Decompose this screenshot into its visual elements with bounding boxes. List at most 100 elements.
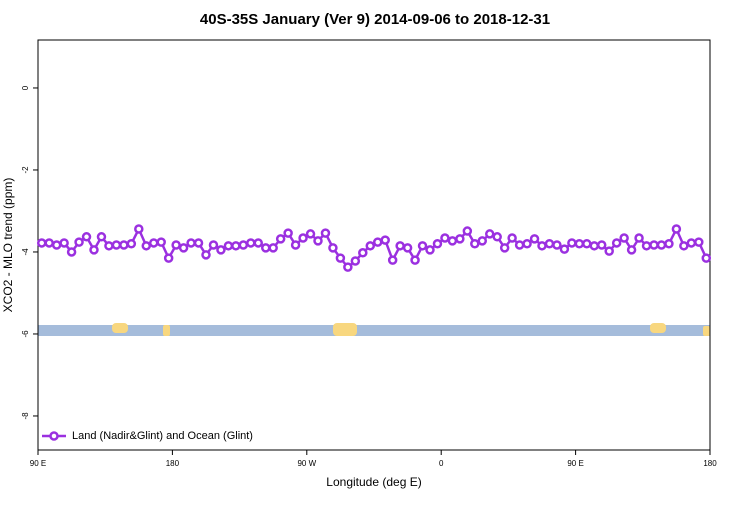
- data-point: [559, 244, 570, 254]
- data-point: [283, 228, 293, 238]
- land-patch: [112, 323, 128, 333]
- data-point: [372, 237, 383, 247]
- data-point: [432, 239, 443, 249]
- data-point: [596, 240, 607, 250]
- data-point: [268, 243, 278, 253]
- data-point: [328, 243, 338, 253]
- y-tick-label: -4: [21, 248, 30, 256]
- legend-marker: [49, 431, 59, 441]
- legend-label: Land (Nadir&Glint) and Ocean (Glint): [72, 430, 253, 442]
- data-point: [679, 241, 689, 251]
- data-point: [74, 237, 84, 247]
- data-point: [119, 240, 129, 250]
- land-patch: [333, 323, 357, 336]
- data-point: [484, 229, 495, 239]
- data-point: [66, 247, 77, 257]
- data-point: [134, 224, 144, 234]
- data-point: [343, 262, 353, 272]
- data-point: [36, 238, 47, 248]
- data-point: [186, 238, 196, 248]
- data-point: [686, 238, 697, 248]
- y-tick-label: 0: [21, 85, 30, 90]
- data-point: [656, 240, 667, 250]
- y-tick-label: -2: [21, 166, 30, 174]
- x-tick-label: 90 E: [567, 459, 583, 468]
- surface-band: [38, 323, 710, 336]
- y-tick-label: -8: [21, 412, 30, 420]
- data-point: [440, 233, 450, 243]
- data-point: [611, 238, 622, 248]
- chart-title: 40S-35S January (Ver 9) 2014-09-06 to 20…: [200, 11, 550, 28]
- data-point: [604, 246, 614, 256]
- data-point: [574, 239, 585, 249]
- data-point: [671, 224, 682, 234]
- x-axis-label: Longitude (deg E): [326, 475, 421, 489]
- data-point: [641, 241, 652, 251]
- data-point: [111, 240, 122, 250]
- data-point: [260, 243, 271, 253]
- data-point: [201, 250, 211, 260]
- data-point: [544, 239, 555, 249]
- data-point: [208, 240, 219, 250]
- data-point: [664, 239, 674, 249]
- data-point: [387, 255, 398, 265]
- data-point: [290, 240, 301, 250]
- data-point: [507, 233, 517, 243]
- data-point: [238, 240, 249, 250]
- data-point: [89, 245, 99, 255]
- data-point: [582, 239, 592, 249]
- data-point: [529, 234, 540, 244]
- data-point: [141, 241, 152, 251]
- data-point: [462, 226, 473, 236]
- data-point: [417, 241, 428, 251]
- land-patch: [163, 325, 170, 336]
- data-point: [402, 243, 413, 253]
- data-point: [223, 241, 234, 251]
- data-point: [298, 233, 308, 243]
- data-point: [335, 253, 346, 263]
- data-point: [96, 232, 107, 242]
- y-axis-label: XCO2 - MLO trend (ppm): [1, 178, 15, 313]
- x-tick-label: 0: [439, 459, 444, 468]
- data-point: [163, 253, 174, 263]
- data-point: [81, 232, 92, 242]
- data-point: [126, 239, 137, 249]
- data-point: [447, 236, 458, 246]
- data-point: [313, 236, 323, 246]
- data-point: [171, 240, 181, 250]
- data-point: [51, 240, 62, 250]
- data-point: [537, 241, 547, 251]
- data-point: [59, 238, 69, 248]
- data-point: [246, 238, 256, 248]
- data-point: [589, 241, 600, 251]
- data-point: [350, 256, 361, 266]
- data-point: [694, 237, 704, 247]
- data-point: [425, 245, 435, 255]
- data-point: [148, 238, 159, 248]
- data-point: [514, 240, 525, 250]
- data-point: [395, 241, 405, 251]
- data-point: [634, 233, 644, 243]
- data-point: [380, 235, 390, 245]
- data-point: [649, 240, 659, 250]
- data-point: [305, 229, 316, 239]
- land-patch: [703, 326, 710, 336]
- data-point: [104, 241, 114, 251]
- data-point: [619, 233, 629, 243]
- y-tick-label: -6: [21, 330, 30, 338]
- data-point: [470, 239, 480, 249]
- data-point: [552, 240, 562, 250]
- data-point: [156, 237, 166, 247]
- data-point: [320, 228, 331, 238]
- data-point: [358, 248, 368, 258]
- data-point: [216, 245, 226, 255]
- data-point: [492, 232, 502, 242]
- x-tick-label: 90 E: [30, 459, 46, 468]
- data-point: [178, 243, 189, 253]
- data-point: [499, 243, 510, 253]
- data-point: [567, 238, 577, 248]
- data-point: [522, 239, 532, 249]
- data-point: [193, 238, 204, 248]
